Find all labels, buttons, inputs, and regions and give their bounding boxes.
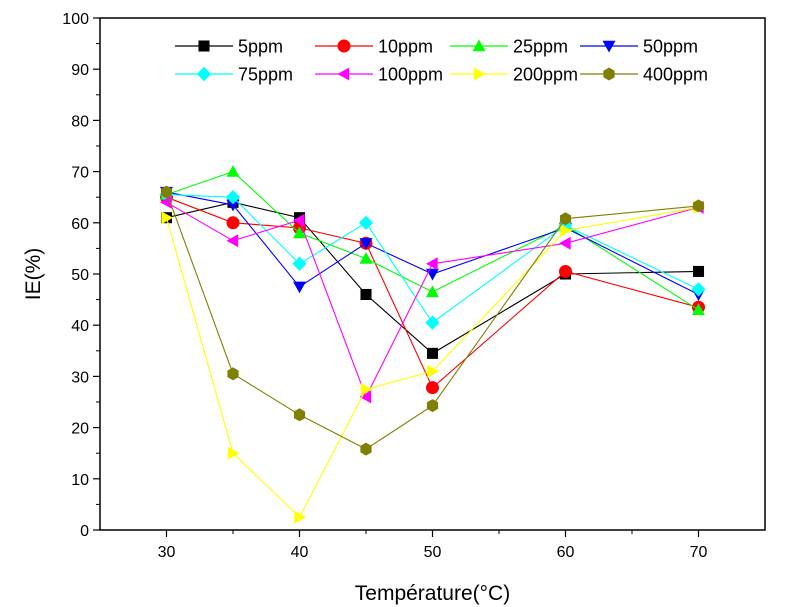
- data-point: [426, 285, 439, 298]
- series-layer: [159, 165, 706, 524]
- data-point: [161, 211, 173, 225]
- data-point: [426, 268, 439, 281]
- data-point: [227, 446, 240, 460]
- series-100ppm: [160, 195, 704, 404]
- data-point: [359, 252, 373, 264]
- data-point: [226, 199, 240, 212]
- legend-item-100ppm: 100ppm: [315, 65, 443, 85]
- data-point: [692, 265, 705, 277]
- legend-label: 25ppm: [513, 37, 568, 57]
- data-point: [292, 256, 307, 271]
- data-point: [426, 347, 439, 359]
- x-tick-label: 50: [424, 544, 442, 561]
- data-point: [360, 288, 372, 301]
- x-tick-label: 40: [291, 544, 309, 561]
- data-point: [691, 282, 706, 297]
- data-point: [293, 213, 305, 227]
- legend: 5ppm 10ppm 25ppm 50ppm 75ppm 100ppm 200ppm 400p…: [175, 37, 708, 85]
- data-point: [426, 381, 439, 395]
- data-point: [692, 303, 705, 315]
- y-tick-label: 50: [71, 267, 89, 284]
- legend-label: 75ppm: [238, 65, 293, 85]
- y-tick-label: 30: [71, 369, 89, 386]
- data-point: [226, 234, 239, 248]
- x-tick-label: 60: [557, 544, 575, 561]
- legend-label: 100ppm: [378, 65, 443, 85]
- data-point: [559, 212, 572, 226]
- legend-item-10ppm: 10ppm: [315, 37, 433, 57]
- y-axis-title: IE(%): [22, 248, 45, 301]
- legend-item-400ppm: 400ppm: [580, 65, 708, 85]
- data-point: [359, 390, 372, 404]
- data-point: [337, 39, 351, 53]
- data-point: [358, 215, 374, 230]
- data-point: [226, 216, 240, 230]
- y-tick-label: 0: [80, 523, 89, 540]
- data-point: [426, 257, 438, 271]
- x-axis-title: Température(°C): [355, 582, 510, 605]
- y-tick-label: 40: [71, 318, 89, 335]
- legend-label: 200ppm: [513, 65, 578, 85]
- data-point: [602, 40, 616, 53]
- data-point: [293, 408, 306, 422]
- series-75ppm: [159, 187, 706, 330]
- y-tick-label: 10: [71, 472, 89, 489]
- y-tick-label: 70: [71, 165, 89, 182]
- y-tick-label: 80: [71, 113, 89, 130]
- legend-item-5ppm: 5ppm: [175, 37, 283, 57]
- data-point: [293, 226, 306, 239]
- data-point: [472, 39, 486, 52]
- legend-label: 5ppm: [238, 37, 283, 57]
- data-point: [198, 40, 210, 52]
- data-point: [426, 399, 439, 413]
- data-point: [293, 281, 306, 294]
- y-tick-label: 20: [71, 421, 89, 438]
- data-point: [473, 67, 486, 81]
- data-point: [559, 236, 571, 250]
- data-point: [226, 165, 240, 177]
- data-point: [425, 315, 440, 330]
- y-tick-label: 90: [71, 62, 89, 79]
- legend-label: 50ppm: [643, 37, 698, 57]
- series-200ppm: [161, 200, 705, 524]
- data-point: [360, 382, 373, 396]
- data-point: [225, 190, 241, 205]
- x-tick-label: 70: [690, 544, 708, 561]
- legend-item-50ppm: 50ppm: [580, 37, 698, 57]
- data-point: [603, 67, 615, 81]
- data-point: [294, 510, 306, 524]
- data-point: [337, 67, 350, 81]
- axes: 0 10 20 30 40 50 60 70 80 90 100 30 40 50 60 70: [62, 11, 766, 561]
- legend-item-75ppm: 75ppm: [175, 65, 293, 85]
- data-point: [560, 224, 572, 237]
- data-point: [692, 199, 705, 213]
- legend-item-25ppm: 25ppm: [450, 37, 568, 57]
- x-tick-label: 30: [158, 544, 176, 561]
- legend-label: 10ppm: [378, 37, 433, 57]
- data-point: [160, 185, 173, 199]
- y-tick-label: 60: [71, 216, 89, 233]
- series-400ppm: [160, 185, 705, 456]
- data-point: [427, 364, 439, 378]
- series-25ppm: [160, 165, 705, 315]
- data-point: [359, 238, 373, 250]
- legend-label: 400ppm: [643, 65, 708, 85]
- data-point: [196, 66, 212, 82]
- y-tick-label: 100: [62, 11, 89, 28]
- data-point: [227, 367, 239, 381]
- data-point: [559, 264, 572, 278]
- data-point: [360, 442, 372, 456]
- legend-item-200ppm: 200ppm: [450, 65, 578, 85]
- series-line: [165, 206, 699, 519]
